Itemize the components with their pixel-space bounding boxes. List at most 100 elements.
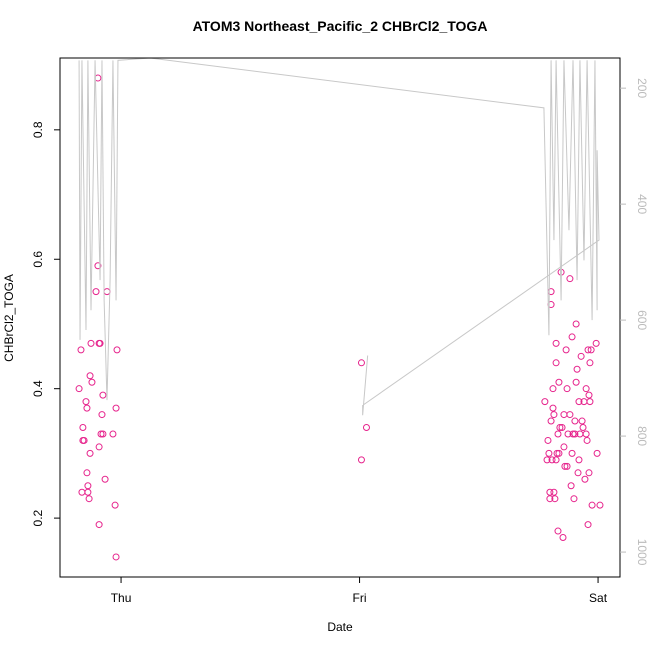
data-point — [560, 443, 568, 451]
data-point — [563, 462, 571, 470]
data-point — [554, 527, 562, 535]
data-point — [570, 495, 578, 503]
chart-title: ATOM3 Northeast_Pacific_2 CHBrCl2_TOGA — [193, 18, 488, 34]
data-point — [585, 391, 593, 399]
data-point — [362, 424, 370, 432]
data-point — [574, 469, 582, 477]
data-point — [596, 501, 604, 509]
data-point — [552, 359, 560, 367]
data-point — [559, 534, 567, 542]
data-point — [579, 424, 587, 432]
data-point — [112, 553, 120, 561]
data-point — [555, 378, 563, 386]
x-tick-label: Thu — [111, 591, 132, 605]
y-tick-label: 0.8 — [31, 121, 45, 138]
data-point — [86, 449, 94, 457]
data-point — [582, 430, 590, 438]
data-point — [98, 411, 106, 419]
data-point — [88, 378, 96, 386]
y2-tick-label: 1000 — [635, 539, 649, 566]
data-point — [566, 411, 574, 419]
data-point — [84, 488, 92, 496]
data-point — [564, 430, 572, 438]
data-point — [566, 275, 574, 283]
data-point — [555, 449, 563, 457]
data-point — [553, 449, 561, 457]
data-point — [586, 359, 594, 367]
data-point — [357, 456, 365, 464]
data-point — [558, 424, 566, 432]
x-tick-label: Fri — [353, 591, 367, 605]
y2-tick-label: 400 — [635, 194, 649, 214]
data-point — [545, 449, 553, 457]
data-point — [101, 475, 109, 483]
y-axis-title: CHBrCl2_TOGA — [2, 274, 16, 362]
data-point — [563, 385, 571, 393]
data-point — [83, 469, 91, 477]
data-point — [92, 288, 100, 296]
data-point — [578, 417, 586, 425]
data-point — [581, 475, 589, 483]
data-point — [549, 385, 557, 393]
data-point — [75, 385, 83, 393]
data-point — [357, 359, 365, 367]
data-point — [103, 288, 111, 296]
data-point — [94, 262, 102, 270]
data-point — [556, 424, 564, 432]
data-point — [577, 352, 585, 360]
data-point — [568, 333, 576, 341]
y-tick-label: 0.6 — [31, 251, 45, 268]
y2-tick-label: 800 — [635, 426, 649, 446]
data-point — [541, 398, 549, 406]
data-point — [552, 339, 560, 347]
data-point — [585, 469, 593, 477]
data-point — [112, 404, 120, 412]
x-tick-label: Sat — [589, 591, 608, 605]
y2-tick-label: 600 — [635, 310, 649, 330]
data-point — [569, 430, 577, 438]
data-point — [113, 346, 121, 354]
data-point — [84, 482, 92, 490]
data-point — [78, 488, 86, 496]
data-point — [83, 404, 91, 412]
data-point — [573, 365, 581, 373]
data-point — [546, 495, 554, 503]
data-point — [588, 501, 596, 509]
data-point — [572, 378, 580, 386]
data-point — [587, 346, 595, 354]
data-point — [549, 404, 557, 412]
data-point — [592, 339, 600, 347]
data-point — [99, 391, 107, 399]
y2-tick-label: 200 — [635, 78, 649, 98]
data-point — [575, 398, 583, 406]
x-axis-title: Date — [327, 620, 353, 634]
data-point — [586, 398, 594, 406]
data-point — [560, 411, 568, 419]
plot-area — [75, 58, 604, 561]
data-point — [551, 495, 559, 503]
data-point — [543, 456, 551, 464]
data-point — [572, 320, 580, 328]
data-point — [582, 385, 590, 393]
data-point — [97, 430, 105, 438]
y-tick-label: 0.2 — [31, 509, 45, 526]
data-point — [85, 495, 93, 503]
data-point — [584, 521, 592, 529]
y-tick-label: 0.4 — [31, 380, 45, 397]
data-point — [547, 417, 555, 425]
data-point — [554, 430, 562, 438]
data-point — [584, 346, 592, 354]
data-point — [567, 482, 575, 490]
data-point — [575, 456, 583, 464]
data-point — [562, 346, 570, 354]
data-point — [82, 398, 90, 406]
data-point — [550, 488, 558, 496]
data-point — [111, 501, 119, 509]
plot-frame — [59, 57, 621, 578]
data-point — [99, 430, 107, 438]
data-point — [95, 521, 103, 529]
data-point — [80, 436, 88, 444]
data-point — [548, 456, 556, 464]
data-point — [593, 449, 601, 457]
